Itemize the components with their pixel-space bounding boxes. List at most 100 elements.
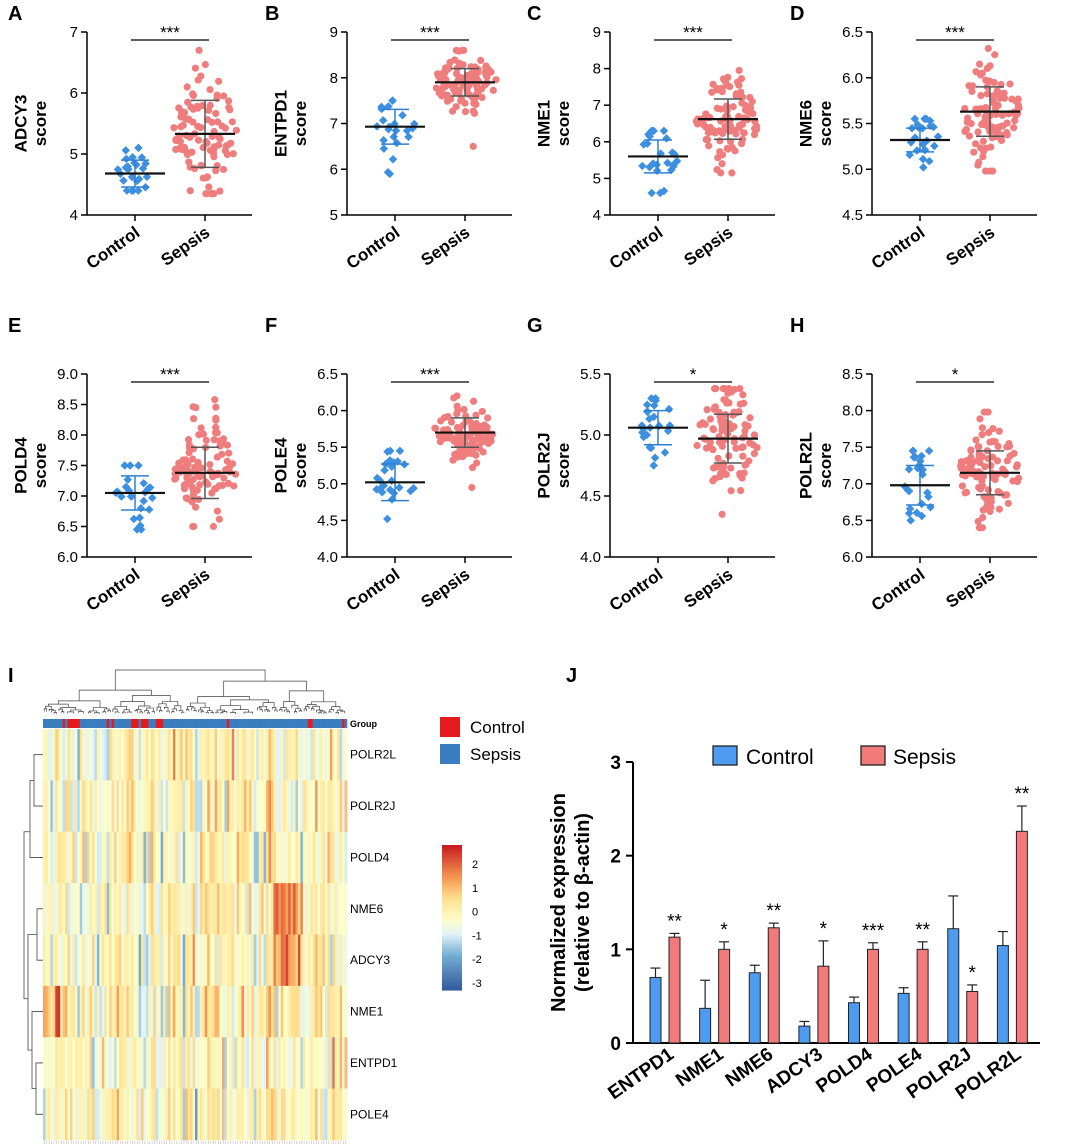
heatmap-cell bbox=[226, 985, 230, 1038]
heatmap-cell bbox=[280, 1088, 284, 1141]
heatmap-cell bbox=[148, 883, 152, 935]
data-point-sepsis bbox=[213, 429, 221, 437]
group-cell-sepsis bbox=[123, 719, 127, 728]
heatmap-cell bbox=[320, 1088, 323, 1141]
heatmap-cell bbox=[307, 934, 311, 987]
colorbar-step bbox=[442, 874, 462, 878]
heatmap-cell bbox=[89, 729, 93, 781]
dendrogram-branch bbox=[293, 711, 298, 714]
heatmap-cell bbox=[116, 729, 120, 781]
heatmap-cell bbox=[339, 985, 343, 1038]
data-point-sepsis bbox=[981, 463, 989, 471]
heatmap-cell bbox=[170, 985, 174, 1038]
heatmap-cell bbox=[128, 934, 132, 987]
group-cell-sepsis bbox=[278, 719, 282, 728]
data-point-sepsis bbox=[730, 438, 738, 446]
y-tick-label: 6.0 bbox=[842, 549, 863, 566]
heatmap-row-label: POLE4 bbox=[350, 1107, 389, 1121]
heatmap-cell bbox=[106, 883, 110, 935]
data-point-sepsis bbox=[978, 120, 986, 129]
heatmap-cell bbox=[327, 1037, 331, 1090]
heatmap-cell bbox=[136, 985, 140, 1038]
heatmap-cell bbox=[175, 883, 179, 935]
heatmap-cell bbox=[246, 1088, 250, 1141]
heatmap-cell bbox=[111, 934, 115, 987]
group-cell-sepsis bbox=[92, 719, 95, 728]
heatmap-cell bbox=[209, 934, 213, 987]
group-cell-sepsis bbox=[212, 719, 215, 728]
heatmap-cell bbox=[131, 780, 135, 833]
heatmap-cell bbox=[43, 729, 46, 781]
data-point-sepsis bbox=[194, 458, 202, 467]
group-cell-sepsis bbox=[47, 719, 51, 728]
heatmap-cell bbox=[217, 729, 220, 781]
heatmap-cell bbox=[74, 831, 78, 884]
data-point-sepsis bbox=[220, 474, 228, 482]
data-point-control bbox=[924, 446, 934, 456]
heatmap-cell bbox=[106, 831, 110, 884]
heatmap-cell bbox=[168, 985, 171, 1038]
data-point-sepsis bbox=[703, 114, 712, 122]
legend-swatch-sepsis bbox=[860, 745, 886, 766]
heatmap-cell bbox=[310, 729, 314, 781]
heatmap-cell bbox=[133, 780, 137, 833]
heatmap-cell bbox=[293, 780, 296, 833]
panel-label: B bbox=[265, 3, 279, 25]
group-cell-sepsis bbox=[96, 719, 100, 728]
heatmap-cell bbox=[50, 883, 54, 935]
data-point-sepsis bbox=[705, 142, 713, 150]
heatmap-cell bbox=[190, 883, 193, 935]
data-point-sepsis bbox=[984, 408, 992, 416]
heatmap-cell bbox=[192, 934, 196, 987]
heatmap-cell bbox=[145, 934, 149, 987]
heatmap-cell bbox=[160, 985, 164, 1038]
heatmap-cell bbox=[150, 934, 154, 987]
heatmap-cell bbox=[145, 729, 149, 781]
heatmap-cell bbox=[236, 831, 240, 884]
data-point-sepsis bbox=[468, 464, 477, 472]
heatmap-cell bbox=[231, 934, 235, 987]
heatmap-cell bbox=[89, 1088, 93, 1141]
heatmap-cell bbox=[263, 1088, 267, 1141]
heatmap-cell bbox=[322, 985, 326, 1038]
heatmap-cell bbox=[79, 831, 83, 884]
heatmap-cell bbox=[136, 883, 140, 935]
heatmap-cell bbox=[278, 985, 282, 1038]
dendrogram-branch bbox=[291, 704, 299, 709]
data-point-sepsis bbox=[188, 498, 196, 506]
heatmap-cell bbox=[47, 985, 51, 1038]
group-cell-sepsis bbox=[99, 719, 103, 728]
dendrogram-branch bbox=[33, 754, 43, 807]
data-point-control bbox=[639, 432, 648, 442]
heatmap-cell bbox=[52, 934, 56, 987]
colorbar-step bbox=[442, 936, 462, 940]
heatmap-cell bbox=[305, 729, 309, 781]
heatmap-cell bbox=[344, 1037, 348, 1090]
group-cell-control bbox=[67, 719, 71, 728]
heatmap-cell bbox=[332, 934, 336, 987]
heatmap-cell bbox=[123, 985, 127, 1038]
heatmap-cell bbox=[47, 780, 51, 833]
heatmap-cell bbox=[160, 831, 164, 884]
heatmap-cell bbox=[180, 780, 184, 833]
data-point-control bbox=[930, 141, 939, 151]
heatmap-cell bbox=[244, 729, 247, 781]
data-point-sepsis bbox=[975, 60, 984, 68]
heatmap-cell bbox=[283, 1037, 287, 1090]
heatmap-cell bbox=[261, 831, 265, 884]
colorbar-step bbox=[442, 864, 462, 868]
data-point-sepsis bbox=[193, 464, 201, 473]
dendrogram-branch bbox=[279, 709, 283, 712]
data-point-sepsis bbox=[206, 85, 214, 94]
heatmap-cell bbox=[258, 1088, 262, 1141]
heatmap-cell bbox=[192, 1088, 196, 1141]
group-cell-sepsis bbox=[285, 719, 289, 728]
x-category-label: Control bbox=[343, 565, 403, 615]
y-axis-label: NME6score bbox=[796, 100, 835, 147]
data-point-control bbox=[117, 492, 126, 501]
data-point-control bbox=[398, 110, 407, 120]
heatmap-cell bbox=[84, 883, 88, 935]
heatmap-cell bbox=[114, 934, 117, 987]
heatmap-cell bbox=[239, 729, 242, 781]
